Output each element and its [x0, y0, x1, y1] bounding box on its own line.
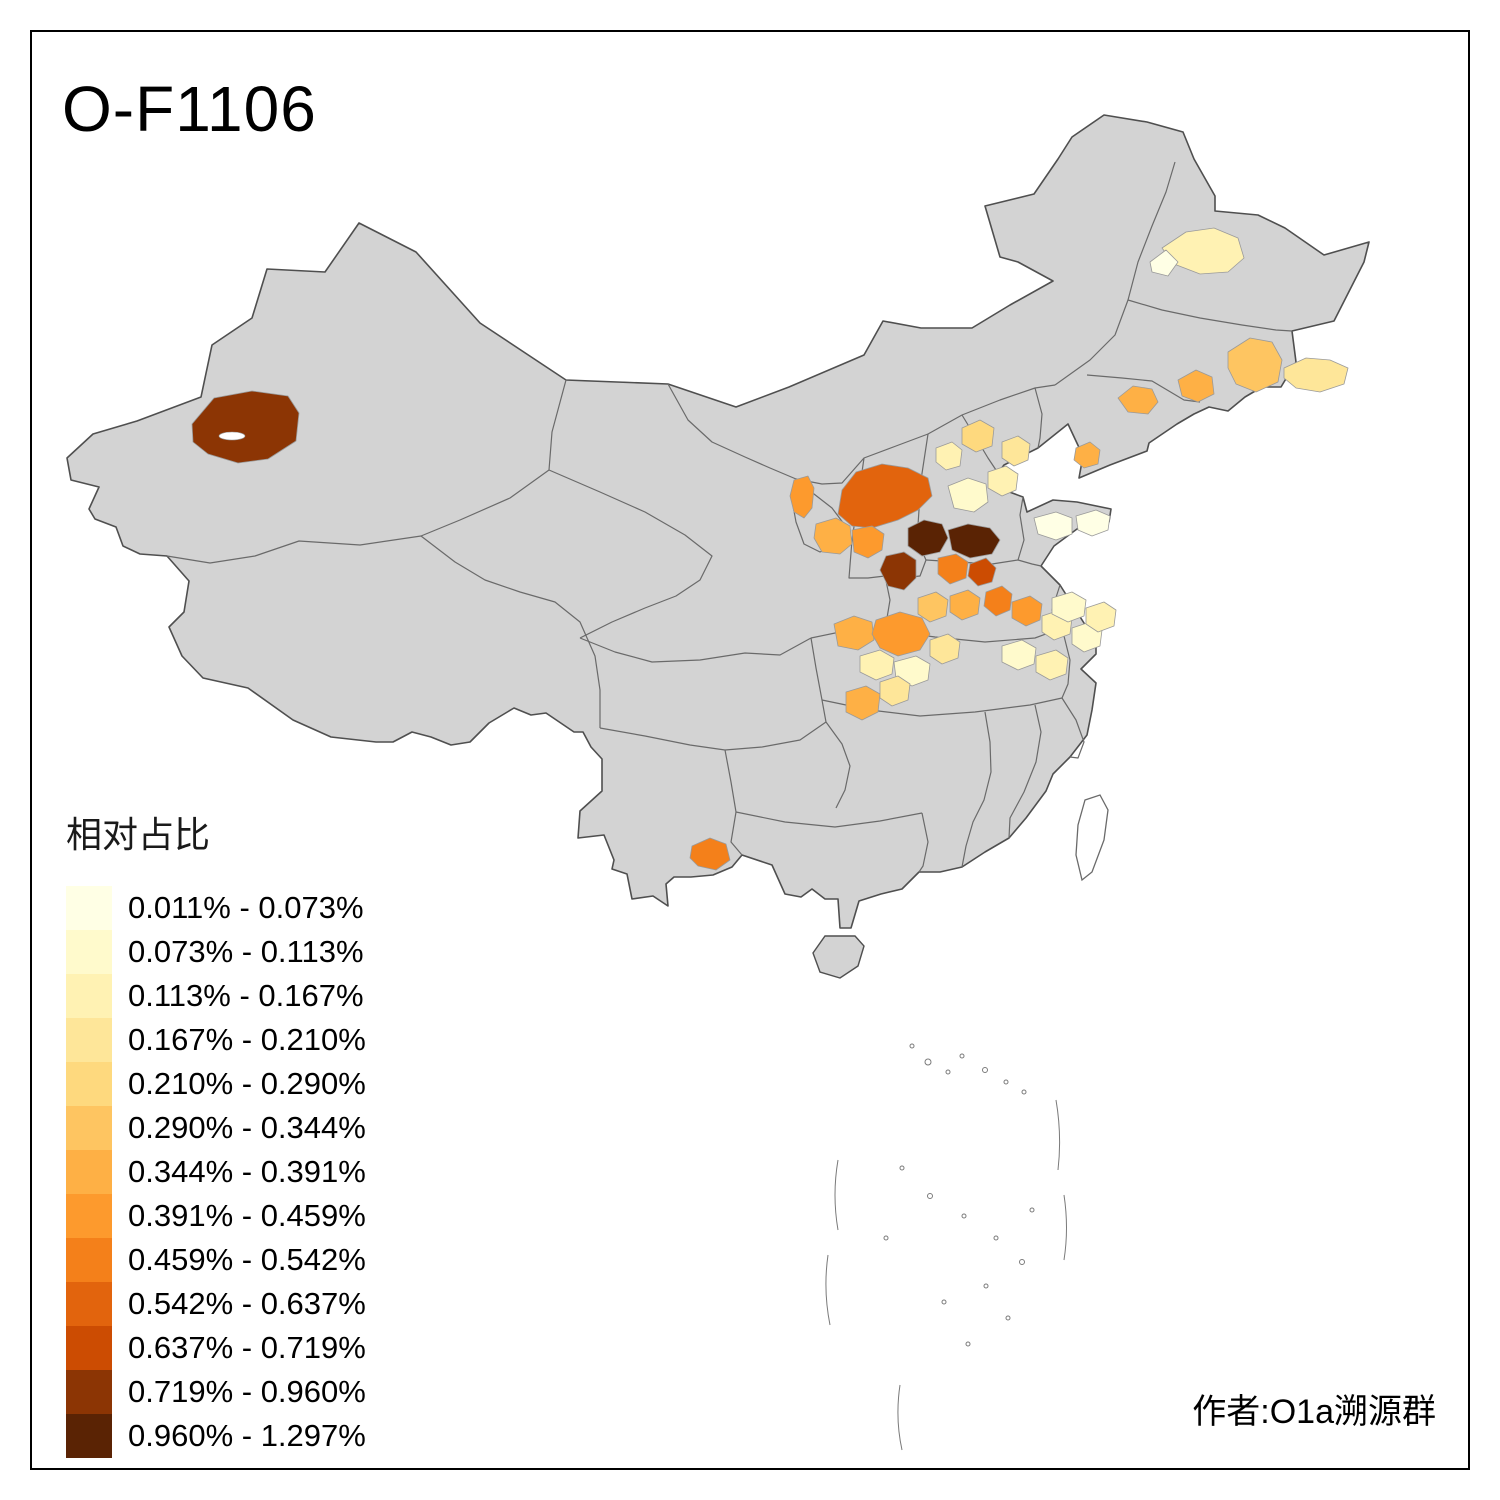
- legend-row: 0.459% - 0.542%: [66, 1238, 366, 1282]
- map-region: [907, 519, 949, 557]
- legend-swatch: [66, 1238, 112, 1282]
- hainan-island: [812, 935, 865, 979]
- legend: 相对占比 0.011% - 0.073% 0.073% - 0.113% 0.113…: [66, 806, 366, 1458]
- map-region: [961, 419, 995, 453]
- legend-rows: 0.011% - 0.073% 0.073% - 0.113% 0.113% - 0…: [66, 886, 366, 1458]
- legend-row: 0.167% - 0.210%: [66, 1018, 366, 1062]
- map-region: [987, 465, 1019, 497]
- map-region: [1073, 441, 1101, 469]
- map-region-hole: [218, 431, 246, 441]
- map-region: [833, 615, 875, 651]
- legend-swatch: [66, 1282, 112, 1326]
- legend-row: 0.391% - 0.459%: [66, 1194, 366, 1238]
- map-region: [929, 633, 961, 665]
- map-region: [983, 585, 1013, 617]
- mainland-outline: [66, 114, 1370, 929]
- map-region: [789, 475, 815, 519]
- map-region: [917, 591, 949, 623]
- map-region: [1283, 357, 1349, 393]
- legend-row: 0.113% - 0.167%: [66, 974, 366, 1018]
- map-region: [1085, 601, 1117, 633]
- legend-label: 0.210% - 0.290%: [128, 1066, 366, 1101]
- legend-label: 0.960% - 1.297%: [128, 1418, 366, 1453]
- legend-swatch: [66, 1194, 112, 1238]
- legend-label: 0.011% - 0.073%: [128, 890, 364, 925]
- map-region: [1149, 249, 1179, 277]
- legend-row: 0.290% - 0.344%: [66, 1106, 366, 1150]
- map-region: [1001, 639, 1037, 671]
- map-region: [1051, 591, 1087, 623]
- map-region: [1177, 369, 1215, 403]
- choropleth-regions: [191, 227, 1349, 871]
- map-region: [879, 551, 917, 591]
- map-region: [845, 685, 881, 721]
- map-region: [1033, 511, 1073, 541]
- map-region: [949, 589, 981, 621]
- legend-label: 0.344% - 0.391%: [128, 1154, 366, 1189]
- map-region: [851, 525, 885, 559]
- legend-row: 0.344% - 0.391%: [66, 1150, 366, 1194]
- map-region: [1011, 595, 1043, 627]
- map-region: [879, 675, 911, 707]
- legend-row: 0.073% - 0.113%: [66, 930, 366, 974]
- legend-swatch: [66, 974, 112, 1018]
- legend-label: 0.459% - 0.542%: [128, 1242, 366, 1277]
- sea-island-marks: [825, 1043, 1067, 1451]
- legend-swatch: [66, 1414, 112, 1458]
- legend-label: 0.290% - 0.344%: [128, 1110, 366, 1145]
- map-region: [1035, 649, 1069, 681]
- legend-label: 0.167% - 0.210%: [128, 1022, 366, 1057]
- taiwan-island: [1075, 794, 1109, 882]
- legend-swatch: [66, 1018, 112, 1062]
- legend-label: 0.542% - 0.637%: [128, 1286, 366, 1321]
- map-region: [689, 837, 731, 871]
- legend-row: 0.011% - 0.073%: [66, 886, 366, 930]
- legend-row: 0.542% - 0.637%: [66, 1282, 366, 1326]
- legend-swatch: [66, 1062, 112, 1106]
- map-region: [871, 611, 931, 657]
- map-region: [1161, 227, 1245, 275]
- legend-row: 0.637% - 0.719%: [66, 1326, 366, 1370]
- legend-swatch: [66, 886, 112, 930]
- legend-label: 0.637% - 0.719%: [128, 1330, 366, 1365]
- map-region: [191, 390, 300, 464]
- map-region: [935, 441, 963, 471]
- map-region: [1117, 385, 1159, 415]
- legend-row: 0.210% - 0.290%: [66, 1062, 366, 1106]
- map-region: [947, 523, 1001, 559]
- map-region: [1001, 435, 1031, 467]
- map-region: [1227, 337, 1283, 393]
- legend-swatch: [66, 930, 112, 974]
- map-region: [947, 477, 989, 513]
- map-region: [967, 557, 997, 587]
- legend-title: 相对占比: [66, 814, 211, 855]
- plot-title: O-F1106: [62, 73, 317, 145]
- legend-swatch: [66, 1150, 112, 1194]
- map-region: [813, 517, 853, 555]
- author-credit: 作者:O1a溯源群: [1192, 1393, 1436, 1431]
- legend-label: 0.719% - 0.960%: [128, 1374, 366, 1409]
- legend-label: 0.113% - 0.167%: [128, 978, 364, 1013]
- legend-label: 0.391% - 0.459%: [128, 1198, 366, 1233]
- map-region: [937, 553, 969, 585]
- legend-swatch: [66, 1326, 112, 1370]
- legend-swatch: [66, 1106, 112, 1150]
- legend-row: 0.960% - 1.297%: [66, 1414, 366, 1458]
- legend-swatch: [66, 1370, 112, 1414]
- map-region: [859, 649, 895, 681]
- map-region: [1075, 509, 1111, 537]
- legend-row: 0.719% - 0.960%: [66, 1370, 366, 1414]
- legend-label: 0.073% - 0.113%: [128, 934, 364, 969]
